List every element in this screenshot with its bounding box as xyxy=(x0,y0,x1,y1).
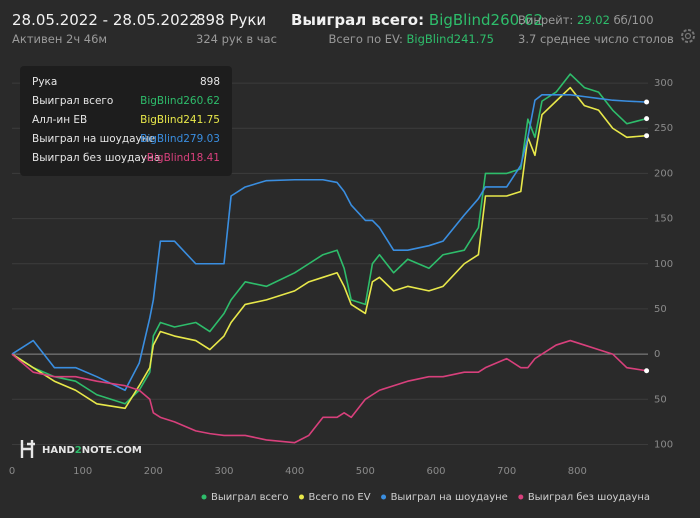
end-point xyxy=(644,133,650,139)
end-point xyxy=(644,99,650,105)
won-label: Выиграл всего: xyxy=(291,11,425,29)
tooltip-label: Рука xyxy=(32,76,58,88)
legend-label: Выиграл без шоудауна xyxy=(528,492,650,503)
winrate: Винрейт: 29.02 бб/100 xyxy=(518,13,654,27)
legend-swatch xyxy=(381,494,387,500)
won-value: BigBlind260.62 xyxy=(428,11,544,29)
series-line xyxy=(11,86,647,410)
legend-swatch xyxy=(201,494,207,500)
tooltip-row: Рука 898 xyxy=(32,76,220,94)
tooltip-label: Выиграл на шоудауне xyxy=(32,133,156,145)
end-point xyxy=(644,116,650,122)
hands: 898 Руки xyxy=(196,11,267,29)
y-tick-label: 200 xyxy=(654,168,673,179)
end-point xyxy=(644,368,650,374)
tooltip-value: BigBlind279.03 xyxy=(140,133,220,145)
ev-value: BigBlind241.75 xyxy=(406,32,495,46)
tooltip-row: Алл-ин ЕВ BigBlind241.75 xyxy=(32,114,220,132)
x-tick-label: 400 xyxy=(285,466,304,477)
x-tick-label: 300 xyxy=(214,466,233,477)
winrate-unit: бб/100 xyxy=(613,13,654,27)
x-tick-label: 0 xyxy=(9,466,15,477)
x-tick-label: 500 xyxy=(356,466,375,477)
winrate-label: Винрейт: xyxy=(518,13,574,27)
tooltip-row: Выиграл без шоудауна -BigBlind18.41 xyxy=(32,152,220,170)
tooltip-value: BigBlind260.62 xyxy=(140,95,220,107)
y-tick-label: 50 xyxy=(654,394,667,405)
logo-icon xyxy=(20,440,35,458)
watermark: HAND2NOTE.COM xyxy=(42,445,142,456)
won-total: Выиграл всего: BigBlind260.62 xyxy=(291,11,543,29)
x-tick-label: 100 xyxy=(73,466,92,477)
watermark-part: 2 xyxy=(75,445,82,456)
series-line xyxy=(11,339,647,444)
ev-total: Всего по EV: BigBlind241.75 xyxy=(329,32,494,46)
y-tick-label: 100 xyxy=(654,439,673,450)
y-tick-label: 50 xyxy=(654,304,667,315)
tooltip-row: Выиграл всего BigBlind260.62 xyxy=(32,95,220,113)
legend-label: Выиграл на шоудауне xyxy=(391,492,508,503)
tables: 3.7 среднее число столов xyxy=(518,32,674,46)
tooltip-label: Выиграл без шоудауна xyxy=(32,152,161,164)
watermark-part: HAND xyxy=(42,445,75,456)
ev-label: Всего по EV: xyxy=(328,32,403,46)
x-tick-label: 600 xyxy=(426,466,445,477)
tooltip-row: Выиграл на шоудауне BigBlind279.03 xyxy=(32,133,220,151)
legend-label: Выиграл всего xyxy=(211,492,288,503)
y-tick-label: 100 xyxy=(654,259,673,270)
tooltip-label: Алл-ин ЕВ xyxy=(32,114,88,126)
date-range: 28.05.2022 - 28.05.2022 xyxy=(12,11,199,29)
active-time: Активен 2ч 46м xyxy=(12,32,108,46)
y-tick-label: 0 xyxy=(654,349,660,360)
x-tick-label: 700 xyxy=(497,466,516,477)
y-tick-label: 300 xyxy=(654,78,673,89)
tooltip-value: BigBlind241.75 xyxy=(140,114,220,126)
tooltip-label: Выиграл всего xyxy=(32,95,114,107)
settings-icon[interactable] xyxy=(681,29,695,43)
tooltip-value: -BigBlind18.41 xyxy=(143,152,220,164)
watermark-part: NOTE.COM xyxy=(82,445,142,456)
x-tick-label: 200 xyxy=(144,466,163,477)
legend-swatch xyxy=(518,494,524,500)
y-tick-label: 250 xyxy=(654,123,673,134)
series-line xyxy=(11,94,647,392)
hands-per-hour: 324 рук в час xyxy=(196,32,277,46)
legend-label: Всего по EV xyxy=(309,492,371,503)
winrate-value: 29.02 xyxy=(576,13,610,27)
y-tick-label: 150 xyxy=(654,214,673,225)
tooltip-value: 898 xyxy=(199,76,220,88)
legend-swatch xyxy=(299,494,304,500)
x-tick-label: 800 xyxy=(568,466,587,477)
tooltip: Рука 898 Выиграл всего BigBlind260.62 Алл-ин… xyxy=(20,66,232,176)
